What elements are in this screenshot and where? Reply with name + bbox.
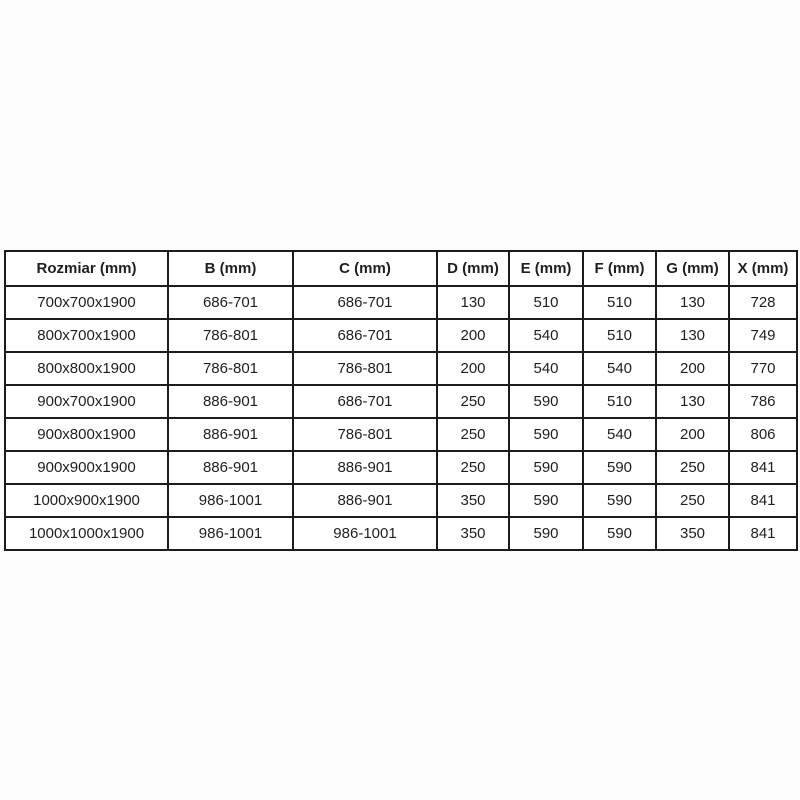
table-cell: 540 <box>508 318 584 353</box>
table-row: 900x900x1900 886-901 886-901 250 590 590 250 84… <box>4 450 798 485</box>
table-cell: 841 <box>728 483 798 518</box>
table-cell: 886-901 <box>167 384 294 419</box>
table-cell: 786-801 <box>292 351 438 386</box>
table-cell: 1000x1000x1900 <box>4 516 169 551</box>
table-row: 800x700x1900 786-801 686-701 200 540 510 130 74… <box>4 318 798 353</box>
table-cell: 800x800x1900 <box>4 351 169 386</box>
table-cell: 786-801 <box>167 318 294 353</box>
column-header: F (mm) <box>582 250 657 287</box>
table-row: 1000x1000x1900 986-1001 986-1001 350 590 590 3… <box>4 516 798 551</box>
table-cell: 986-1001 <box>292 516 438 551</box>
table-cell: 1000x900x1900 <box>4 483 169 518</box>
dimensions-table-container: Rozmiar (mm) B (mm) C (mm) D (mm) E (mm) F (m… <box>4 250 798 551</box>
table-cell: 200 <box>655 351 730 386</box>
table-cell: 130 <box>655 318 730 353</box>
table-cell: 250 <box>655 483 730 518</box>
table-cell: 886-901 <box>167 450 294 485</box>
table-cell: 700x700x1900 <box>4 285 169 320</box>
table-cell: 510 <box>508 285 584 320</box>
table-cell: 590 <box>582 516 657 551</box>
table-cell: 130 <box>436 285 510 320</box>
table-cell: 986-1001 <box>167 516 294 551</box>
table-cell: 250 <box>436 450 510 485</box>
table-cell: 800x700x1900 <box>4 318 169 353</box>
table-row: Rozmiar (mm) B (mm) C (mm) D (mm) E (mm) F (m… <box>4 250 798 287</box>
table-cell: 130 <box>655 285 730 320</box>
table-cell: 886-901 <box>167 417 294 452</box>
table-cell: 590 <box>508 516 584 551</box>
table-cell: 686-701 <box>292 318 438 353</box>
table-cell: 130 <box>655 384 730 419</box>
table-cell: 686-701 <box>292 285 438 320</box>
table-row: 1000x900x1900 986-1001 886-901 350 590 590 250… <box>4 483 798 518</box>
column-header: D (mm) <box>436 250 510 287</box>
table-cell: 900x700x1900 <box>4 384 169 419</box>
table-cell: 786-801 <box>292 417 438 452</box>
table-cell: 510 <box>582 285 657 320</box>
table-cell: 540 <box>508 351 584 386</box>
table-cell: 350 <box>436 483 510 518</box>
table-cell: 806 <box>728 417 798 452</box>
table-row: 800x800x1900 786-801 786-801 200 540 540 200 77… <box>4 351 798 386</box>
column-header: B (mm) <box>167 250 294 287</box>
table-cell: 590 <box>508 384 584 419</box>
table-cell: 728 <box>728 285 798 320</box>
column-header: E (mm) <box>508 250 584 287</box>
table-cell: 900x900x1900 <box>4 450 169 485</box>
table-cell: 886-901 <box>292 450 438 485</box>
table-cell: 686-701 <box>292 384 438 419</box>
table-cell: 510 <box>582 318 657 353</box>
table-cell: 886-901 <box>292 483 438 518</box>
column-header: C (mm) <box>292 250 438 287</box>
table-cell: 590 <box>508 450 584 485</box>
table-body: 700x700x1900 686-701 686-701 130 510 510 130 72… <box>4 285 798 551</box>
table-cell: 770 <box>728 351 798 386</box>
column-header: Rozmiar (mm) <box>4 250 169 287</box>
table-cell: 841 <box>728 516 798 551</box>
dimensions-table: Rozmiar (mm) B (mm) C (mm) D (mm) E (mm) F (m… <box>4 250 798 551</box>
table-cell: 786 <box>728 384 798 419</box>
table-cell: 986-1001 <box>167 483 294 518</box>
column-header: G (mm) <box>655 250 730 287</box>
table-cell: 749 <box>728 318 798 353</box>
column-header: X (mm) <box>728 250 798 287</box>
table-cell: 841 <box>728 450 798 485</box>
table-cell: 590 <box>508 483 584 518</box>
table-cell: 590 <box>582 483 657 518</box>
table-cell: 590 <box>508 417 584 452</box>
table-cell: 200 <box>436 351 510 386</box>
table-cell: 786-801 <box>167 351 294 386</box>
table-cell: 510 <box>582 384 657 419</box>
table-row: 900x800x1900 886-901 786-801 250 590 540 200 80… <box>4 417 798 452</box>
table-cell: 900x800x1900 <box>4 417 169 452</box>
table-cell: 250 <box>655 450 730 485</box>
table-cell: 200 <box>655 417 730 452</box>
table-cell: 590 <box>582 450 657 485</box>
table-row: 900x700x1900 886-901 686-701 250 590 510 130 78… <box>4 384 798 419</box>
table-row: 700x700x1900 686-701 686-701 130 510 510 130 72… <box>4 285 798 320</box>
table-cell: 540 <box>582 351 657 386</box>
table-cell: 686-701 <box>167 285 294 320</box>
table-cell: 200 <box>436 318 510 353</box>
table-cell: 350 <box>436 516 510 551</box>
table-cell: 350 <box>655 516 730 551</box>
table-cell: 250 <box>436 384 510 419</box>
table-header-row: Rozmiar (mm) B (mm) C (mm) D (mm) E (mm) F (m… <box>4 250 798 287</box>
table-cell: 250 <box>436 417 510 452</box>
table-cell: 540 <box>582 417 657 452</box>
